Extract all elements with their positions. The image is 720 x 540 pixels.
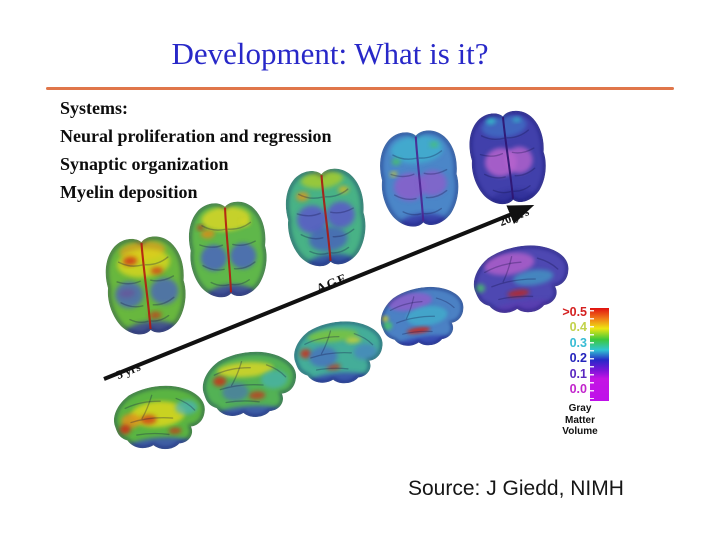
colorbar <box>590 308 609 401</box>
brain-lateral-5 <box>471 243 571 317</box>
colorbar-tick-labels: >0.5 0.4 0.3 0.2 0.1 0.0 <box>550 305 587 397</box>
legend-tick-label: 0.0 <box>569 382 587 397</box>
legend-tick-label: 0.1 <box>569 366 587 381</box>
bullet-item: Myelin deposition <box>60 182 198 202</box>
bullet-item: Systems: <box>60 98 128 118</box>
brain-lateral-2 <box>200 349 299 421</box>
brain-lateral-3 <box>292 319 385 388</box>
legend-tick-label: 0.3 <box>569 335 587 350</box>
colorbar-caption: Gray Matter Volume <box>548 403 612 438</box>
brain-lateral-4 <box>378 285 466 351</box>
brain-lateral-1 <box>112 383 207 453</box>
brain-dorsal-4 <box>377 128 461 230</box>
page-title: Development: What is it? <box>171 36 489 71</box>
colorbar-ticks <box>590 310 594 399</box>
bullet-item: Synaptic organization <box>60 154 229 174</box>
brain-dorsal-5 <box>467 108 548 208</box>
bullet-list: Systems: Neural proliferation and regress… <box>60 94 332 206</box>
source-credit: Source: J Giedd, NIMH <box>408 477 624 500</box>
bullet-item: Neural proliferation and regression <box>60 126 332 146</box>
colorbar-legend: >0.5 0.4 0.3 0.2 0.1 0.0 <box>550 305 609 401</box>
brain-dorsal-3 <box>283 166 368 270</box>
brain-dorsal-2 <box>186 199 269 300</box>
legend-tick-label: 0.2 <box>569 351 587 366</box>
caption-line: Volume <box>562 426 598 437</box>
brain-dorsal-1 <box>103 234 188 338</box>
age-axis-start-label: 5 yrs <box>114 359 143 382</box>
title-underline <box>46 87 674 90</box>
legend-tick-label: 0.4 <box>569 320 587 335</box>
legend-tick-label: >0.5 <box>562 305 587 319</box>
caption-line: Gray <box>568 403 592 414</box>
caption-line: Matter <box>564 414 595 426</box>
